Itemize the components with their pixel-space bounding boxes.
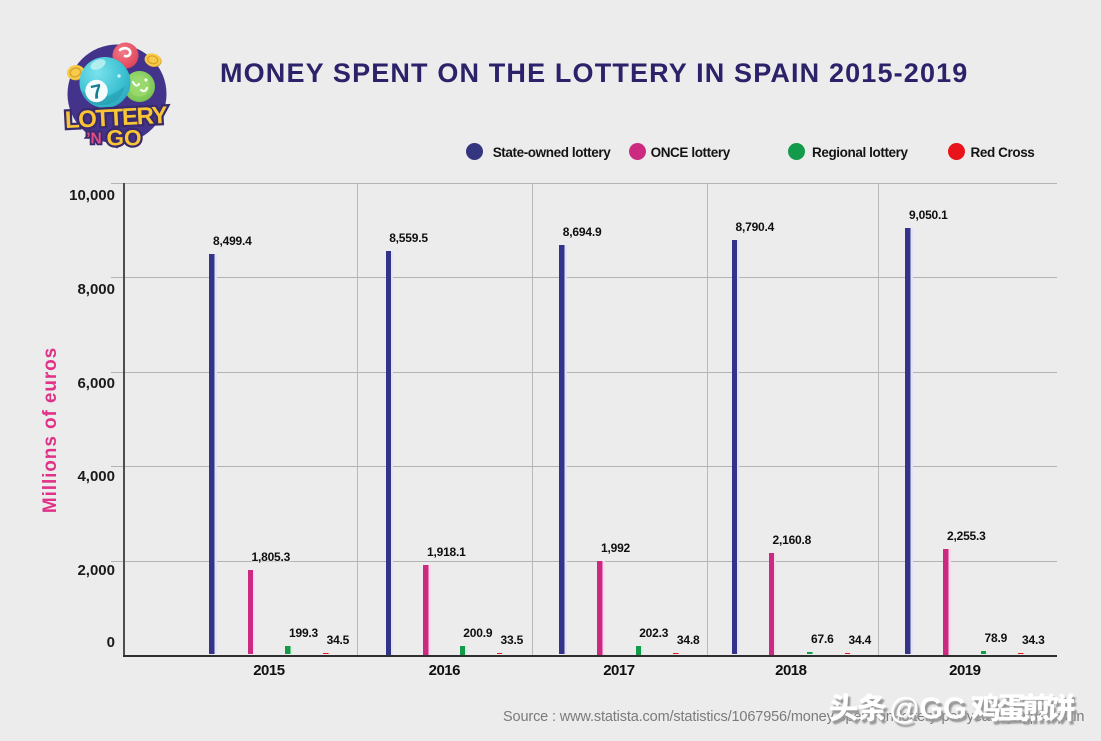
svg-text:@GG: @GG	[890, 692, 967, 726]
svg-text:GO: GO	[106, 126, 141, 151]
svg-text:’N: ’N	[86, 131, 102, 148]
svg-text:LOTTERY: LOTTERY	[64, 102, 168, 134]
svg-text:@GG: @GG	[892, 695, 969, 729]
svg-text:7: 7	[89, 81, 104, 105]
